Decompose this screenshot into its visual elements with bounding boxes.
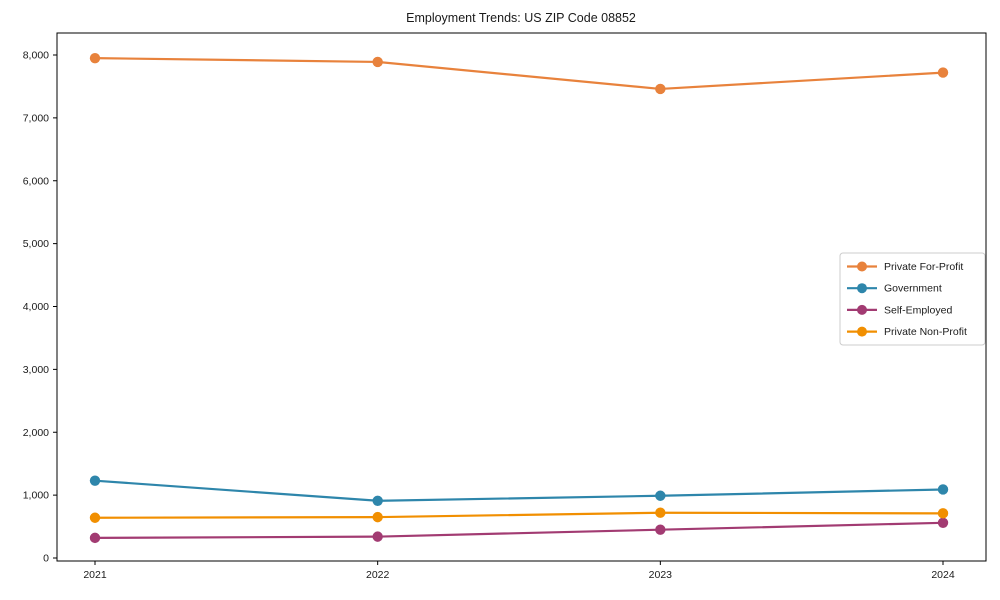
legend-layer: Private For-Profit Government Self-Employe… — [839, 252, 986, 346]
data-point-self-employed-2023 — [655, 524, 666, 535]
data-point-government-2023 — [655, 490, 666, 501]
data-point-private-non-profit-2021 — [89, 512, 101, 523]
chart-title: Employment Trends: US ZIP Code 08852 — [406, 11, 636, 25]
legend-swatch-marker — [857, 326, 867, 337]
data-point-private-for-profit-2022 — [372, 56, 383, 68]
data-point-government-2022 — [372, 495, 383, 506]
plot-border — [56, 32, 987, 562]
data-point-private-non-profit-2024 — [937, 508, 949, 519]
data-point-self-employed-2022 — [372, 531, 383, 542]
x-axis-tick-label: 2024 — [931, 569, 955, 581]
x-axis-tick-label: 2021 — [83, 569, 107, 581]
data-point-private-non-profit-2023 — [655, 507, 666, 518]
series-line-private-for-profit — [94, 57, 944, 91]
y-axis-tick-label: 3,000 — [23, 364, 49, 376]
y-axis-tick-label: 6,000 — [23, 175, 49, 187]
legend-item-label: Self-Employed — [884, 304, 952, 316]
y-axis-tick-label: 8,000 — [23, 50, 49, 62]
y-axis-tick-label: 0 — [43, 553, 49, 565]
series-line-private-non-profit — [94, 511, 944, 519]
legend-item-label: Private Non-Profit — [884, 326, 967, 338]
data-point-private-for-profit-2021 — [89, 52, 101, 64]
x-axis-tick-label: 2022 — [366, 569, 390, 581]
data-point-self-employed-2021 — [89, 532, 101, 544]
x-axis-tick-label: 2023 — [649, 569, 673, 581]
series-layer — [89, 52, 949, 544]
legend-swatch-marker — [857, 283, 867, 294]
data-point-private-for-profit-2024 — [937, 67, 949, 78]
legend-item-label: Private For-Profit — [884, 261, 963, 273]
data-point-government-2024 — [937, 484, 949, 495]
legend-swatch-marker — [857, 261, 867, 272]
legend-item-label: Government — [884, 283, 942, 295]
data-point-private-non-profit-2022 — [372, 511, 383, 523]
data-point-self-employed-2024 — [937, 517, 949, 528]
series-line-government — [94, 479, 944, 502]
series-line-self-employed — [94, 521, 944, 539]
y-axis-tick-label: 7,000 — [23, 112, 49, 124]
y-axis-tick-label: 2,000 — [23, 427, 49, 439]
y-axis-tick-label: 4,000 — [23, 301, 49, 313]
legend-swatch-marker — [857, 304, 867, 315]
data-point-private-for-profit-2023 — [655, 83, 666, 95]
y-axis-tick-label: 5,000 — [23, 238, 49, 250]
data-point-government-2021 — [89, 475, 101, 486]
axes-layer: 0 1,000 2,000 3,000 4,000 5,000 6,000 7,000 8,00… — [23, 32, 987, 581]
y-axis-tick-label: 1,000 — [23, 490, 49, 502]
legend-box — [839, 252, 986, 346]
